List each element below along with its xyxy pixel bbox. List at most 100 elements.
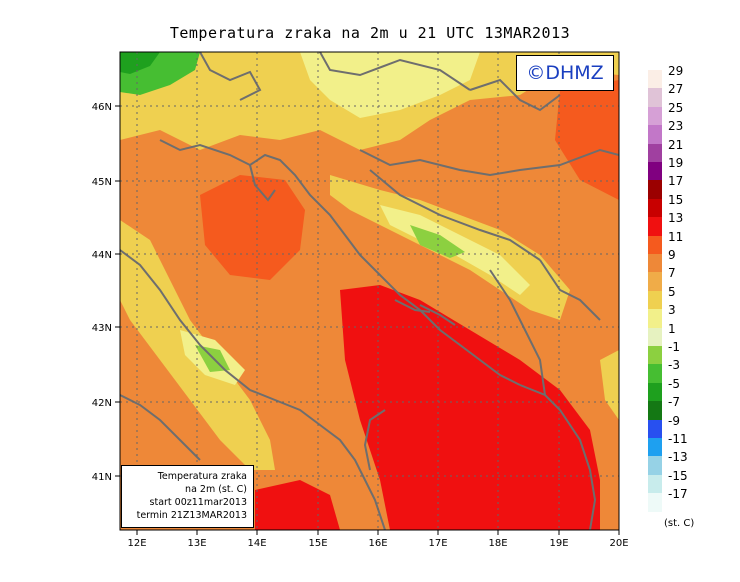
legend-swatch	[648, 346, 662, 365]
y-tick-label: 41N	[92, 472, 112, 483]
legend-label: 7	[668, 266, 676, 281]
field-nw-darkgreen	[120, 52, 160, 74]
x-tick-label: 18E	[488, 538, 507, 549]
legend-item: 9	[648, 248, 718, 273]
y-axis: 46N 45N 44N 43N 42N 41N	[92, 102, 120, 483]
legend-item: -1	[648, 340, 718, 365]
legend-label: -3	[668, 358, 680, 373]
map-title: Temperatura zraka na 2m u 21 UTC 13MAR20…	[169, 24, 571, 42]
legend-label: 5	[668, 284, 676, 299]
x-tick-label: 13E	[187, 538, 206, 549]
legend-item: 21	[648, 138, 718, 162]
legend-label: -13	[668, 450, 688, 465]
legend-swatch	[648, 106, 662, 126]
map-frame	[119, 51, 620, 531]
legend-label: -15	[668, 468, 688, 483]
field-adriatic-orange	[200, 175, 305, 280]
x-tick-label: 15E	[308, 538, 327, 549]
legend-item: -7	[648, 395, 718, 420]
legend-swatch	[648, 272, 662, 291]
legend-label: -17	[668, 487, 688, 502]
field-ne-orange	[555, 80, 619, 200]
info-line: na 2m (st. C)	[185, 484, 247, 495]
y-tick-label: 45N	[92, 177, 112, 188]
y-tick-label: 42N	[92, 398, 112, 409]
legend-item: 15	[648, 193, 718, 218]
x-axis: 12E 13E 14E 15E 16E 17E 18E 19E 20E	[127, 530, 629, 549]
legend-item: -13	[648, 450, 718, 475]
y-tick-label: 46N	[92, 102, 112, 113]
legend-label: 9	[668, 248, 676, 262]
legend-item: -15	[648, 469, 718, 494]
legend-label: 11	[668, 229, 684, 244]
legend-swatch	[648, 198, 662, 218]
legend-swatch	[648, 364, 662, 383]
legend-item: 19	[648, 156, 718, 181]
field-sw-red	[255, 480, 340, 530]
legend-swatch	[648, 456, 662, 475]
field-east-yellow	[600, 350, 619, 420]
legend-item: 13	[648, 211, 718, 236]
legend-item: 7	[648, 266, 718, 291]
legend-item: -9	[648, 414, 718, 438]
legend-label: 29	[668, 64, 684, 78]
legend-swatch	[648, 125, 662, 144]
x-tick-label: 17E	[428, 538, 447, 549]
legend-label: -9	[668, 413, 680, 428]
legend-label: 15	[668, 192, 684, 207]
legend-item: -17	[648, 487, 718, 512]
field-east-orange	[580, 290, 619, 530]
legend-label: 17	[668, 174, 684, 189]
x-tick-label: 14E	[247, 538, 266, 549]
legend-swatch	[648, 254, 662, 273]
x-tick-label: 16E	[368, 538, 387, 549]
legend-swatch	[648, 309, 662, 328]
legend-item: -3	[648, 358, 718, 383]
legend-label: 23	[668, 119, 684, 134]
x-tick-label: 12E	[127, 538, 146, 549]
legend-item: -5	[648, 377, 718, 402]
legend-label: 27	[668, 82, 684, 97]
legend-label: 3	[668, 303, 676, 318]
info-line: start 00z11mar2013	[149, 497, 247, 508]
legend-swatch	[648, 419, 662, 438]
legend-swatch	[648, 180, 662, 199]
legend-swatch	[648, 493, 662, 512]
info-line: termin 21Z13MAR2013	[136, 510, 247, 521]
x-tick-label: 19E	[549, 538, 568, 549]
legend-swatch	[648, 290, 662, 310]
x-tick-label: 20E	[609, 538, 628, 549]
legend-item: 1	[648, 322, 718, 346]
legend-swatch	[648, 217, 662, 236]
legend-item: 23	[648, 119, 718, 144]
graticule	[120, 52, 619, 530]
legend-label: 21	[668, 137, 684, 152]
legend-swatch	[648, 88, 662, 107]
legend-item: 27	[648, 82, 718, 107]
legend-swatch	[648, 327, 662, 346]
legend-item: 29	[648, 64, 718, 89]
legend-swatch	[648, 438, 662, 457]
legend-item: 17	[648, 174, 718, 199]
legend-item: 25	[648, 101, 718, 126]
field-south-red	[340, 285, 600, 530]
legend-item: 11	[648, 230, 718, 254]
legend-item: -11	[648, 432, 718, 457]
legend-item: 5	[648, 285, 718, 310]
field-dinaric-green	[410, 225, 465, 258]
copyright-badge: ©DHMZ	[516, 55, 614, 91]
legend-label: -1	[668, 340, 680, 354]
y-tick-label: 44N	[92, 250, 112, 261]
legend-label: 13	[668, 211, 684, 226]
legend-swatch	[648, 382, 662, 402]
legend-label: -7	[668, 395, 680, 410]
legend-swatch	[648, 235, 662, 254]
legend-label: 1	[668, 321, 676, 336]
legend-label: 25	[668, 100, 684, 115]
legend-unit: (st. C)	[664, 518, 695, 529]
legend-item: 3	[648, 303, 718, 328]
legend-label: 19	[668, 156, 684, 170]
legend-swatch	[648, 70, 662, 89]
info-box: Temperatura zraka na 2m (st. C) start 00…	[121, 465, 254, 528]
